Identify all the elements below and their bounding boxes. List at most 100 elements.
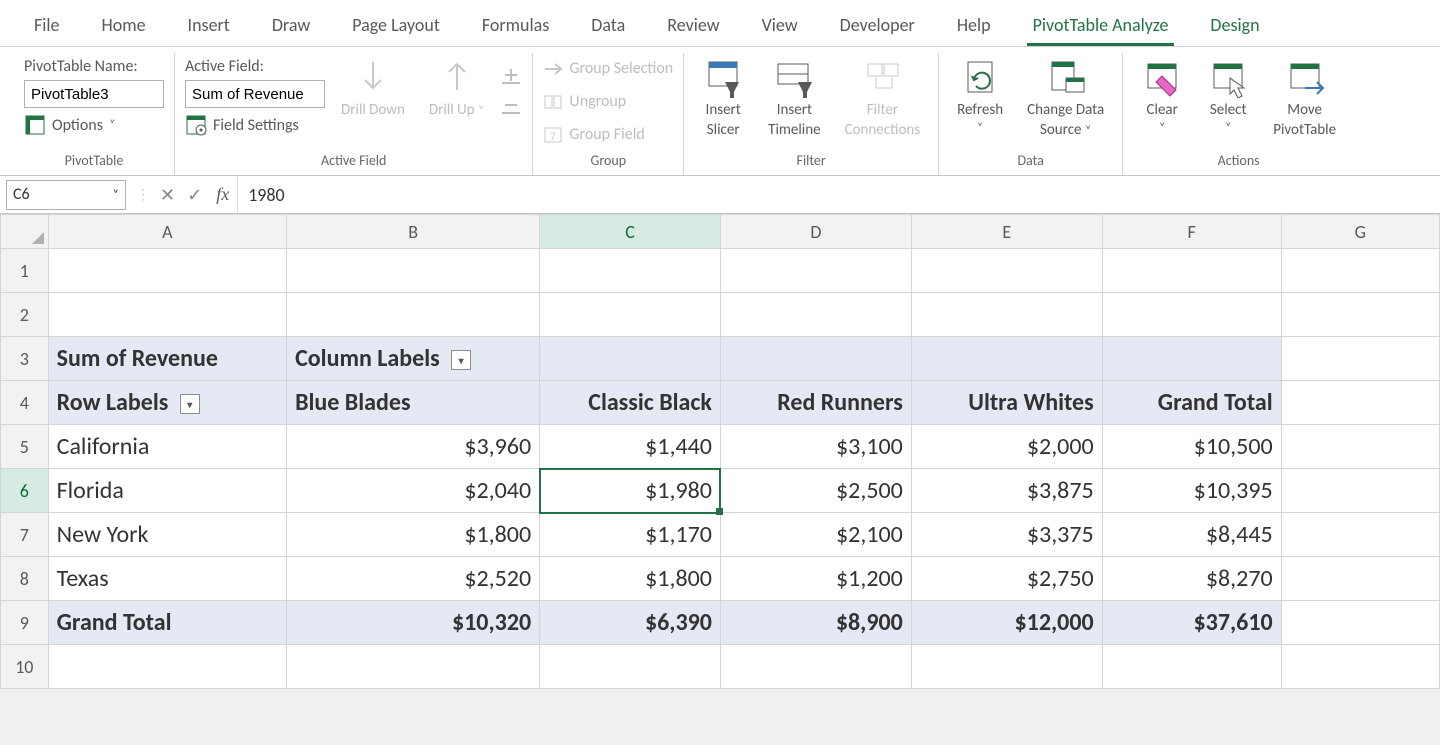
cell-D4[interactable]: Red Runners bbox=[720, 381, 911, 425]
row-header-1[interactable]: 1 bbox=[1, 249, 49, 293]
cell-B6[interactable]: $2,040 bbox=[287, 469, 540, 513]
cell-F9[interactable]: $37,610 bbox=[1102, 601, 1281, 645]
col-header-E[interactable]: E bbox=[911, 215, 1102, 249]
collapse-field-icon[interactable] bbox=[500, 99, 522, 117]
cell-A3[interactable]: Sum of Revenue bbox=[48, 337, 286, 381]
col-header-D[interactable]: D bbox=[720, 215, 911, 249]
cell-C9[interactable]: $6,390 bbox=[540, 601, 721, 645]
cell-A9[interactable]: Grand Total bbox=[48, 601, 286, 645]
cell-A1[interactable] bbox=[48, 249, 286, 293]
row-header-6[interactable]: 6 bbox=[1, 469, 49, 513]
insert-timeline-button[interactable]: Insert Timeline bbox=[760, 57, 828, 139]
cell-A4[interactable]: Row Labels ▾ bbox=[48, 381, 286, 425]
tab-page-layout[interactable]: Page Layout bbox=[346, 8, 446, 46]
pivottable-name-input[interactable] bbox=[24, 80, 164, 108]
cell-C3[interactable] bbox=[540, 337, 721, 381]
field-settings-button[interactable]: Field Settings bbox=[185, 112, 299, 138]
cell-D8[interactable]: $1,200 bbox=[720, 557, 911, 601]
tab-insert[interactable]: Insert bbox=[182, 8, 236, 46]
cell-A2[interactable] bbox=[48, 293, 286, 337]
tab-file[interactable]: File bbox=[28, 8, 66, 46]
cell-G6[interactable] bbox=[1281, 469, 1439, 513]
cell-G3[interactable] bbox=[1281, 337, 1439, 381]
cell-B1[interactable] bbox=[287, 249, 540, 293]
cell-A8[interactable]: Texas bbox=[48, 557, 286, 601]
tab-formulas[interactable]: Formulas bbox=[476, 8, 555, 46]
cell-F5[interactable]: $10,500 bbox=[1102, 425, 1281, 469]
cell-A7[interactable]: New York bbox=[48, 513, 286, 557]
cell-D7[interactable]: $2,100 bbox=[720, 513, 911, 557]
tab-view[interactable]: View bbox=[756, 8, 804, 46]
cell-F6[interactable]: $10,395 bbox=[1102, 469, 1281, 513]
row-header-4[interactable]: 4 bbox=[1, 381, 49, 425]
tab-help[interactable]: Help bbox=[951, 8, 997, 46]
cell-D5[interactable]: $3,100 bbox=[720, 425, 911, 469]
cell-E3[interactable] bbox=[911, 337, 1102, 381]
cell-A10[interactable] bbox=[48, 645, 286, 689]
column-labels-dropdown-icon[interactable]: ▾ bbox=[451, 350, 471, 370]
row-header-7[interactable]: 7 bbox=[1, 513, 49, 557]
cell-G8[interactable] bbox=[1281, 557, 1439, 601]
cell-F8[interactable]: $8,270 bbox=[1102, 557, 1281, 601]
cell-F2[interactable] bbox=[1102, 293, 1281, 337]
cell-E5[interactable]: $2,000 bbox=[911, 425, 1102, 469]
tab-draw[interactable]: Draw bbox=[266, 8, 316, 46]
cell-B5[interactable]: $3,960 bbox=[287, 425, 540, 469]
cell-C6[interactable]: $1,980 bbox=[540, 469, 721, 513]
cell-E10[interactable] bbox=[911, 645, 1102, 689]
tab-design[interactable]: Design bbox=[1204, 8, 1265, 46]
options-button[interactable]: Options ˅ bbox=[24, 112, 115, 138]
cell-G1[interactable] bbox=[1281, 249, 1439, 293]
row-header-5[interactable]: 5 bbox=[1, 425, 49, 469]
cell-G9[interactable] bbox=[1281, 601, 1439, 645]
cell-E6[interactable]: $3,875 bbox=[911, 469, 1102, 513]
cell-C10[interactable] bbox=[540, 645, 721, 689]
cell-C2[interactable] bbox=[540, 293, 721, 337]
cell-E8[interactable]: $2,750 bbox=[911, 557, 1102, 601]
cell-C4[interactable]: Classic Black bbox=[540, 381, 721, 425]
cell-B3[interactable]: Column Labels ▾ bbox=[287, 337, 540, 381]
tab-data[interactable]: Data bbox=[585, 8, 631, 46]
col-header-G[interactable]: G bbox=[1281, 215, 1439, 249]
cell-F10[interactable] bbox=[1102, 645, 1281, 689]
cell-G5[interactable] bbox=[1281, 425, 1439, 469]
cell-E9[interactable]: $12,000 bbox=[911, 601, 1102, 645]
refresh-button[interactable]: Refresh ˅ bbox=[949, 57, 1011, 135]
tab-pivottable-analyze[interactable]: PivotTable Analyze bbox=[1027, 8, 1175, 46]
cell-G10[interactable] bbox=[1281, 645, 1439, 689]
cell-F7[interactable]: $8,445 bbox=[1102, 513, 1281, 557]
formula-input[interactable]: 1980 bbox=[237, 176, 1440, 213]
cell-G4[interactable] bbox=[1281, 381, 1439, 425]
cell-D6[interactable]: $2,500 bbox=[720, 469, 911, 513]
cell-A6[interactable]: Florida bbox=[48, 469, 286, 513]
cell-F3[interactable] bbox=[1102, 337, 1281, 381]
cell-E1[interactable] bbox=[911, 249, 1102, 293]
cell-E2[interactable] bbox=[911, 293, 1102, 337]
enter-icon[interactable]: ✓ bbox=[181, 184, 208, 206]
cell-C5[interactable]: $1,440 bbox=[540, 425, 721, 469]
cell-G7[interactable] bbox=[1281, 513, 1439, 557]
cell-B10[interactable] bbox=[287, 645, 540, 689]
col-header-F[interactable]: F bbox=[1102, 215, 1281, 249]
name-box[interactable]: C6 ˅ bbox=[6, 180, 126, 210]
cell-C8[interactable]: $1,800 bbox=[540, 557, 721, 601]
cell-B4[interactable]: Blue Blades bbox=[287, 381, 540, 425]
col-header-A[interactable]: A bbox=[48, 215, 286, 249]
row-header-10[interactable]: 10 bbox=[1, 645, 49, 689]
cell-B7[interactable]: $1,800 bbox=[287, 513, 540, 557]
cell-A5[interactable]: California bbox=[48, 425, 286, 469]
row-labels-dropdown-icon[interactable]: ▾ bbox=[180, 394, 200, 414]
cell-D1[interactable] bbox=[720, 249, 911, 293]
cell-G2[interactable] bbox=[1281, 293, 1439, 337]
select-button[interactable]: Select ˅ bbox=[1199, 57, 1257, 135]
cell-C7[interactable]: $1,170 bbox=[540, 513, 721, 557]
col-header-C[interactable]: C bbox=[540, 215, 721, 249]
cell-E4[interactable]: Ultra Whites bbox=[911, 381, 1102, 425]
expand-field-icon[interactable] bbox=[500, 67, 522, 85]
cell-D10[interactable] bbox=[720, 645, 911, 689]
grid[interactable]: ABCDEFG123Sum of RevenueColumn Labels ▾4… bbox=[0, 214, 1440, 689]
cell-E7[interactable]: $3,375 bbox=[911, 513, 1102, 557]
insert-slicer-button[interactable]: Insert Slicer bbox=[694, 57, 752, 139]
row-header-2[interactable]: 2 bbox=[1, 293, 49, 337]
cancel-icon[interactable]: ✕ bbox=[154, 184, 181, 206]
